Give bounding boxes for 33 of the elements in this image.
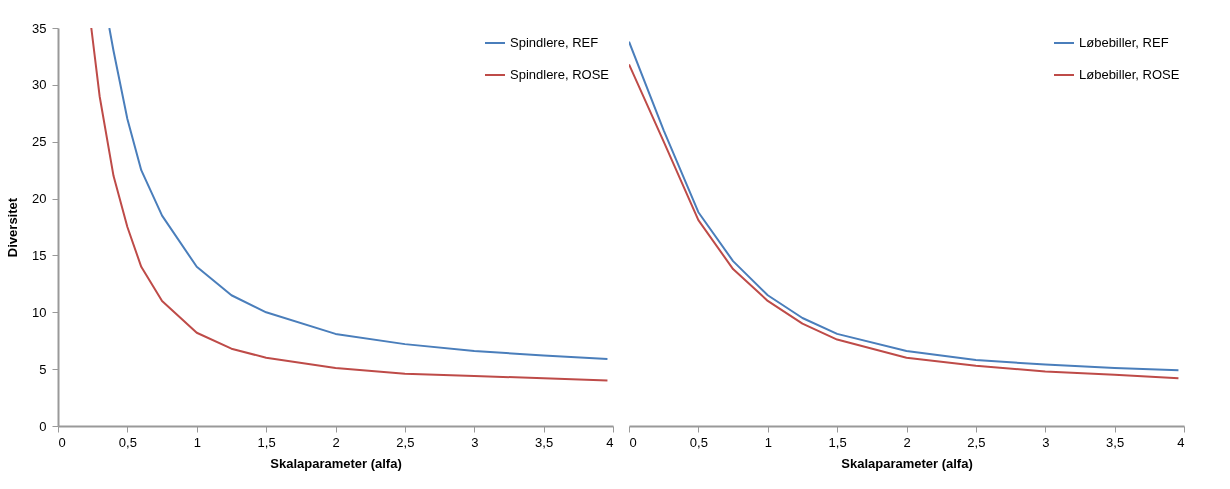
legend-label: Spindlere, ROSE — [510, 67, 610, 82]
x-tick-label: 3 — [1042, 434, 1050, 450]
y-tick-label: 0 — [39, 418, 47, 434]
x-tick-label: 1 — [193, 434, 201, 450]
y-tick-label: 5 — [39, 361, 47, 377]
x-tick-label: 4 — [606, 434, 614, 450]
x-tick-label: 2,5 — [396, 434, 415, 450]
y-axis-title: Diversitet — [5, 197, 21, 258]
y-tick-label: 30 — [32, 77, 47, 93]
x-tick-label: 1,5 — [257, 434, 276, 450]
y-tick-label: 35 — [32, 20, 47, 36]
x-tick-label: 4 — [1177, 434, 1185, 450]
x-tick-label: 2 — [332, 434, 340, 450]
y-tick-label: 25 — [32, 134, 47, 150]
y-tick-label: 15 — [32, 247, 47, 263]
x-tick-label: 2 — [903, 434, 911, 450]
y-tick-label: 10 — [32, 304, 47, 320]
x-tick-label: 0,5 — [118, 434, 137, 450]
legend-label: Spindlere, REF — [510, 35, 599, 50]
x-tick-label: 0 — [629, 434, 637, 450]
x-tick-label: 3 — [471, 434, 479, 450]
legend-label: Løbebiller, ROSE — [1079, 67, 1180, 82]
x-tick-label: 0 — [58, 434, 66, 450]
x-tick-label: 1 — [764, 434, 772, 450]
x-tick-label: 3,5 — [535, 434, 554, 450]
y-tick-label: 20 — [32, 191, 47, 207]
legend-label: Løbebiller, REF — [1079, 35, 1169, 50]
x-tick-label: 2,5 — [967, 434, 986, 450]
x-axis-title: Skalaparameter (alfa) — [270, 455, 402, 471]
x-tick-label: 0,5 — [689, 434, 708, 450]
x-tick-label: 1,5 — [828, 434, 847, 450]
x-tick-label: 3,5 — [1106, 434, 1125, 450]
x-axis-title: Skalaparameter (alfa) — [841, 455, 973, 471]
